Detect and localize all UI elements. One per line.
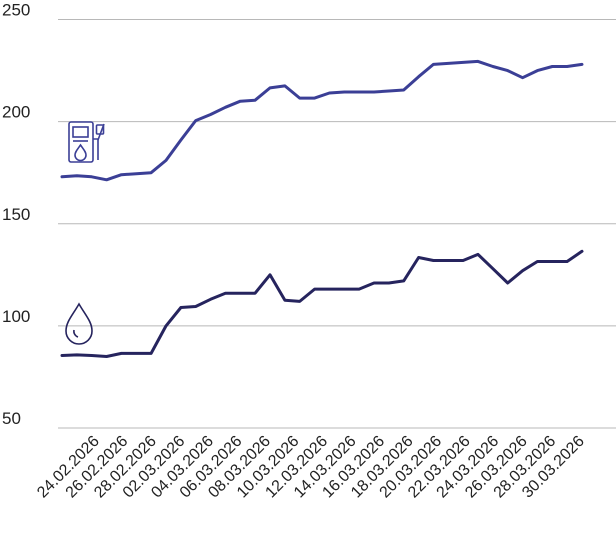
y-tick-label: 150 [2, 205, 30, 224]
y-axis-tick-labels: 50 100 150 200 250 [2, 1, 30, 429]
y-tick-label: 200 [2, 103, 30, 122]
series-lines [60, 59, 584, 358]
x-axis-tick-labels: 24.02.202626.02.202628.02.202602.03.2026… [34, 433, 588, 502]
drop-icon [65, 302, 93, 345]
y-tick-label: 50 [2, 409, 21, 428]
series-line-2 [60, 249, 584, 358]
fuel-pump-icon [68, 121, 105, 163]
series-line-1 [60, 59, 584, 182]
gridlines [58, 19, 616, 429]
y-tick-label: 100 [2, 307, 30, 326]
y-tick-label: 250 [2, 1, 30, 20]
